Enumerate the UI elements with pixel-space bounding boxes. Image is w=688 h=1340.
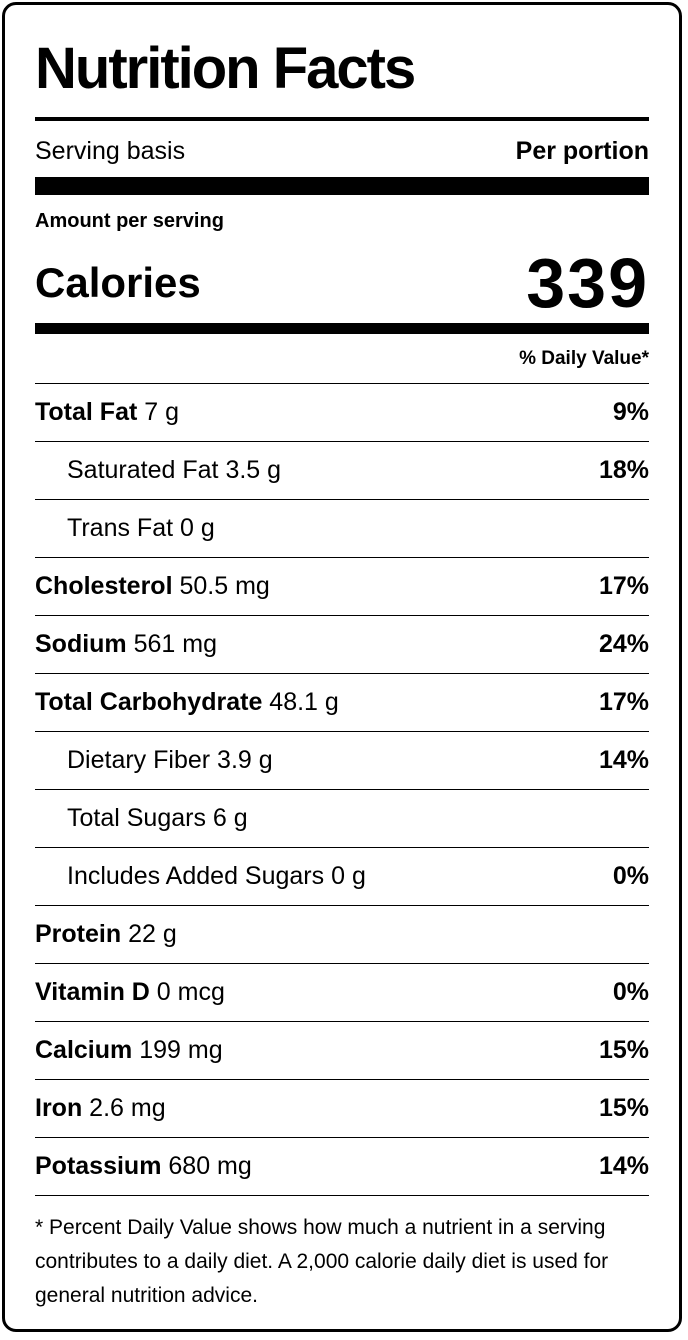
nutrient-daily-value: 0% (612, 978, 649, 1006)
nutrient-amount: 48.1 g (269, 688, 339, 716)
nutrient-name: Total Carbohydrate (35, 688, 263, 716)
nutrient-daily-value: 15% (598, 1094, 649, 1122)
serving-basis-label: Serving basis (35, 137, 186, 165)
nutrient-amount: 0 g (180, 514, 215, 542)
thick-divider (35, 177, 649, 195)
nutrient-row-calcium: Calcium 199 mg 15% (35, 1021, 649, 1079)
nutrient-daily-value: 15% (598, 1036, 649, 1064)
nutrient-name: Cholesterol (35, 572, 173, 600)
nutrient-name: Saturated Fat (67, 456, 219, 484)
nutrient-amount: 3.5 g (225, 456, 282, 484)
nutrient-daily-value: 0% (612, 862, 649, 890)
title-divider (35, 117, 649, 121)
nutrient-row-total-sugars: Total Sugars 6 g (35, 789, 649, 847)
nutrient-name: Protein (35, 920, 122, 948)
nutrient-row-added-sugars: Includes Added Sugars 0 g 0% (35, 847, 649, 905)
serving-row: Serving basis Per portion (35, 133, 649, 169)
nutrient-amount: 50.5 mg (179, 572, 270, 600)
nutrient-amount: 22 g (128, 920, 177, 948)
label-title: Nutrition Facts (35, 36, 416, 101)
nutrient-amount: 0 g (331, 862, 366, 890)
nutrient-amount: 199 mg (139, 1036, 223, 1064)
nutrient-amount: 6 g (212, 804, 248, 832)
calories-value: 339 (526, 244, 649, 322)
daily-value-header: % Daily Value* (519, 348, 649, 369)
daily-value-footnote: * Percent Daily Value shows how much a n… (35, 1216, 609, 1307)
nutrient-daily-value: 17% (598, 572, 649, 600)
nutrient-daily-value: 14% (598, 1152, 649, 1180)
nutrient-name: Total Sugars (67, 804, 206, 832)
nutrient-amount: 7 g (144, 398, 180, 426)
amount-per-serving: Amount per serving (35, 210, 224, 232)
nutrient-row-protein: Protein 22 g (35, 905, 649, 963)
nutrient-row-potassium: Potassium 680 mg 14% (35, 1137, 649, 1196)
nutrient-row-dietary-fiber: Dietary Fiber 3.9 g 14% (35, 731, 649, 789)
nutrient-daily-value: 9% (612, 398, 649, 426)
calories-label: Calories (35, 259, 201, 306)
nutrient-name: Dietary Fiber (67, 746, 211, 774)
nutrient-name: Sodium (35, 630, 127, 658)
nutrient-name: Trans Fat (67, 514, 174, 542)
nutrient-daily-value: 14% (598, 746, 649, 774)
nutrient-row-sodium: Sodium 561 mg 24% (35, 615, 649, 673)
nutrient-daily-value: 18% (598, 456, 649, 484)
nutrient-amount: 680 mg (168, 1152, 252, 1180)
nutrient-row-trans-fat: Trans Fat 0 g (35, 499, 649, 557)
nutrient-daily-value: 24% (598, 630, 649, 658)
nutrient-row-saturated-fat: Saturated Fat 3.5 g 18% (35, 441, 649, 499)
nutrient-amount: 561 mg (133, 630, 218, 658)
nutrient-name: Vitamin D (35, 978, 150, 1006)
nutrient-row-iron: Iron 2.6 mg 15% (35, 1079, 649, 1137)
label-content: Nutrition Facts Serving basis Per portio… (35, 5, 649, 1329)
nutrient-amount: 0 mcg (156, 978, 225, 1006)
nutrient-row-vitamin-d: Vitamin D 0 mcg 0% (35, 963, 649, 1021)
nutrient-name: Calcium (35, 1036, 133, 1064)
nutrient-name: Includes Added Sugars (67, 862, 325, 890)
nutrient-name: Iron (35, 1094, 83, 1122)
serving-basis-value: Per portion (515, 137, 649, 165)
nutrient-name: Potassium (35, 1152, 162, 1180)
nutrient-row-cholesterol: Cholesterol 50.5 mg 17% (35, 557, 649, 615)
nutrient-name: Total Fat (35, 398, 138, 426)
calories-divider (35, 323, 649, 334)
nutrient-row-total-carbohydrate: Total Carbohydrate 48.1 g 17% (35, 673, 649, 731)
nutrient-amount: 3.9 g (217, 746, 273, 774)
nutrient-list: Total Fat 7 g 9% Saturated Fat 3.5 g 18%… (35, 383, 649, 1196)
nutrient-row-total-fat: Total Fat 7 g 9% (35, 383, 649, 441)
nutrient-amount: 2.6 mg (89, 1094, 166, 1122)
nutrient-daily-value: 17% (598, 688, 649, 716)
